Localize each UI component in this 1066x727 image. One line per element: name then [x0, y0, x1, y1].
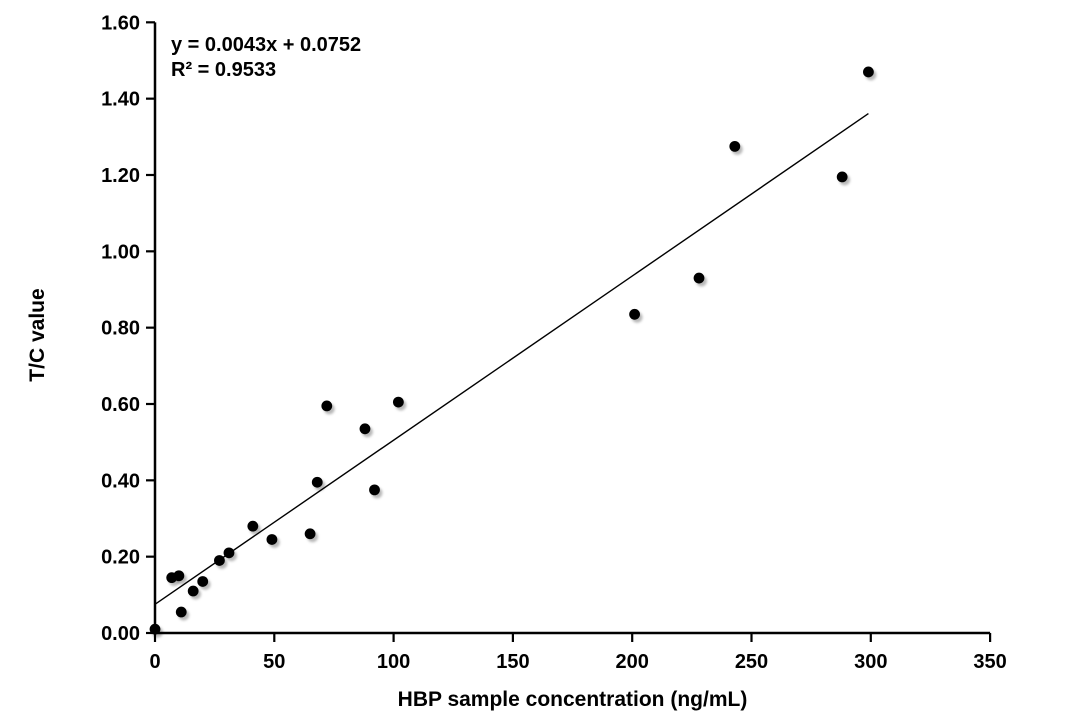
y-tick-label: 0.40 — [101, 470, 140, 492]
x-tick-label: 250 — [735, 651, 768, 673]
x-tick-label: 300 — [854, 651, 887, 673]
x-tick-label: 100 — [377, 651, 410, 673]
trendline-equation: y = 0.0043x + 0.0752 — [171, 34, 362, 56]
y-tick-label: 0.20 — [101, 547, 140, 569]
data-point — [149, 623, 161, 635]
y-tick-label: 1.20 — [101, 165, 140, 187]
data-point — [359, 423, 371, 435]
data-point — [266, 534, 278, 545]
data-point — [693, 272, 705, 284]
y-tick-label: 0.00 — [101, 623, 140, 645]
data-point — [214, 555, 225, 566]
y-tick-label: 0.80 — [101, 318, 140, 340]
data-point — [863, 66, 874, 78]
y-tick-label: 1.00 — [101, 241, 140, 263]
x-tick-label: 50 — [263, 651, 285, 673]
data-point — [629, 308, 640, 320]
x-tick-label: 350 — [973, 651, 1006, 673]
data-point — [392, 396, 404, 408]
data-point — [173, 570, 185, 582]
x-axis-title: HBP sample concentration (ng/mL) — [397, 688, 748, 711]
x-tick-label: 200 — [616, 651, 649, 673]
data-point — [729, 140, 741, 152]
y-axis-title: T/C value — [26, 288, 49, 382]
data-point — [304, 528, 316, 540]
data-point — [175, 606, 187, 618]
x-tick-label: 0 — [149, 651, 160, 673]
y-tick-label: 1.60 — [101, 12, 140, 34]
data-point — [369, 484, 380, 496]
y-tick-label: 0.60 — [101, 394, 140, 416]
data-point — [836, 171, 848, 183]
trendline-annotation: y = 0.0043x + 0.0752 R² = 0.9533 — [171, 33, 361, 83]
y-tick-label: 1.40 — [101, 89, 140, 111]
trendline — [154, 113, 869, 605]
data-point — [187, 585, 199, 597]
data-point — [197, 576, 209, 587]
data-point — [247, 520, 259, 532]
data-point — [321, 400, 333, 412]
x-tick-label: 150 — [496, 651, 529, 673]
r-squared-value: R² = 0.9533 — [171, 59, 277, 81]
data-point — [223, 547, 235, 559]
data-point — [311, 476, 323, 488]
